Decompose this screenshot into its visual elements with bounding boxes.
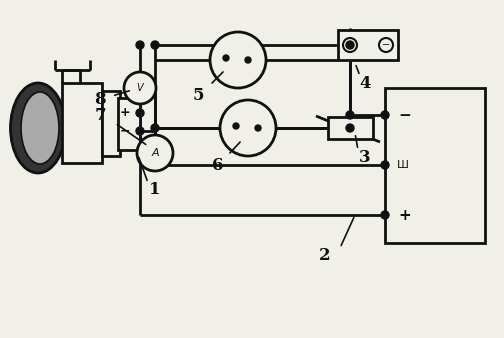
Text: 2: 2 bbox=[319, 247, 331, 265]
Circle shape bbox=[245, 57, 251, 63]
Text: −: − bbox=[120, 124, 130, 138]
Circle shape bbox=[381, 161, 389, 169]
Bar bbox=[62, 83, 102, 163]
Ellipse shape bbox=[21, 92, 59, 164]
Bar bbox=[338, 30, 398, 60]
Circle shape bbox=[343, 38, 357, 52]
Bar bbox=[328, 117, 373, 139]
Circle shape bbox=[151, 124, 159, 132]
Circle shape bbox=[381, 111, 389, 119]
Circle shape bbox=[346, 41, 354, 49]
Text: 7: 7 bbox=[94, 107, 106, 124]
Text: +: + bbox=[399, 208, 411, 222]
Text: 8: 8 bbox=[94, 92, 106, 108]
Circle shape bbox=[223, 55, 229, 61]
Text: 5: 5 bbox=[192, 87, 204, 103]
Circle shape bbox=[381, 211, 389, 219]
Text: +: + bbox=[347, 41, 353, 49]
Bar bbox=[118, 98, 140, 150]
Circle shape bbox=[151, 41, 159, 49]
Ellipse shape bbox=[11, 83, 66, 173]
Circle shape bbox=[210, 32, 266, 88]
Circle shape bbox=[220, 100, 276, 156]
Text: 6: 6 bbox=[212, 156, 224, 173]
Circle shape bbox=[379, 38, 393, 52]
Circle shape bbox=[346, 111, 354, 119]
Text: 3: 3 bbox=[359, 149, 371, 167]
Circle shape bbox=[136, 127, 144, 135]
Circle shape bbox=[124, 72, 156, 104]
Circle shape bbox=[136, 109, 144, 117]
Text: A: A bbox=[151, 148, 159, 158]
Text: 1: 1 bbox=[149, 182, 161, 198]
Circle shape bbox=[233, 123, 239, 129]
Circle shape bbox=[346, 124, 354, 132]
Text: Ш: Ш bbox=[397, 160, 409, 170]
Text: 4: 4 bbox=[359, 74, 371, 92]
Bar bbox=[385, 88, 485, 243]
Bar bbox=[102, 91, 120, 156]
Circle shape bbox=[137, 135, 173, 171]
Text: V: V bbox=[137, 83, 143, 93]
Text: +: + bbox=[119, 106, 131, 120]
Text: −: − bbox=[382, 40, 390, 50]
Circle shape bbox=[136, 41, 144, 49]
Circle shape bbox=[255, 125, 261, 131]
Text: −: − bbox=[399, 107, 411, 122]
